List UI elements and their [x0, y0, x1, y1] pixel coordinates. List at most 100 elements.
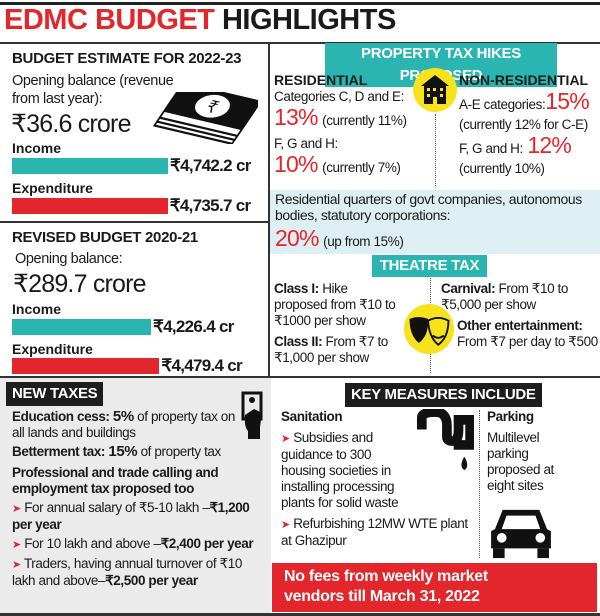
professional-tax-heading: Professional and trade calling and emplo… — [12, 465, 219, 496]
title-part2: HIGHLIGHTS — [221, 4, 396, 36]
class2-label: Class II: — [274, 334, 323, 349]
new-taxes-banner: NEW TAXES — [6, 382, 104, 406]
pipe-drip-icon — [416, 409, 474, 471]
new-tax-item: ➤ Traders, having annual turnover of ₹10… — [12, 556, 266, 589]
residential-cat2-note: (currently 7%) — [322, 160, 401, 175]
item-text: For 10 lakh and above – — [24, 536, 161, 551]
expenditure-value: ₹4,735.7 cr — [169, 196, 251, 215]
non-residential-cat2-label: F, G and H: — [459, 141, 523, 156]
betterment-tax-label: Betterment tax: — [12, 444, 106, 459]
arrow-icon: ➤ — [12, 539, 21, 551]
betterment-tax-text: of property tax — [140, 444, 222, 459]
expenditure-label: Expenditure — [12, 180, 93, 196]
income-bar — [12, 319, 152, 335]
divider — [0, 42, 600, 44]
dotted-divider — [435, 114, 436, 186]
item-text: Traders, having annual turnover of ₹10 l… — [12, 556, 242, 588]
item-amount: ₹2,400 per year — [160, 536, 254, 551]
title-part1: EDMC BUDGET — [4, 4, 215, 36]
non-residential-cat2-pct: 12% — [527, 132, 571, 158]
arrow-icon: ➤ — [281, 433, 290, 445]
opening-balance-value: ₹36.6 crore — [11, 110, 131, 138]
residential-column: RESIDENTIAL Categories C, D and E: 13% (… — [274, 72, 412, 180]
non-residential-cat1-pct: 15% — [545, 88, 589, 114]
theatre-masks-icon — [404, 304, 454, 354]
residential-cat2-pct: 10% — [274, 151, 318, 177]
theatre-left-column: Class I: Hike proposed from ₹10 to ₹1000… — [274, 281, 404, 366]
item-amount: ₹2,500 per year — [105, 573, 198, 588]
parking-column: Parking Multilevel parking proposed at e… — [487, 409, 592, 494]
residential-cat2-label: F, G and H: — [274, 136, 338, 151]
hand-bill-icon — [241, 391, 263, 439]
sanitation-item: ➤ Subsidies and guidance to 300 housing … — [281, 430, 474, 511]
opening-balance-label: Opening balance: — [15, 251, 123, 267]
residential-cat1-note: (currently 11%) — [322, 113, 407, 128]
other-entertainment-text: From ₹7 per day to ₹500 — [457, 334, 598, 349]
other-entertainment-label: Other entertainment: — [457, 318, 583, 333]
income-value: ₹4,226.4 cr — [153, 317, 234, 336]
new-tax-item: ➤ For 10 lakh and above –₹2,400 per year — [12, 536, 266, 553]
parking-text: Multilevel parking proposed at eight sit… — [487, 430, 554, 493]
residential-cat1-pct: 13% — [274, 104, 318, 130]
theatre-right-column: Carnival: From ₹10 to ₹5,000 per show Ot… — [441, 281, 600, 350]
building-icon — [413, 68, 457, 112]
market-vendors-text: No fees from weekly market vendors till … — [284, 568, 488, 605]
govt-quarters-text: Residential quarters of govt companies, … — [275, 191, 582, 223]
non-residential-cat1-note: (currently 12% for C-E) — [459, 117, 588, 132]
income-label: Income — [12, 301, 62, 317]
income-value: ₹4,742.2 cr — [170, 156, 251, 175]
key-measures-banner: KEY MEASURES INCLUDE — [345, 383, 542, 407]
top-rule — [0, 2, 600, 5]
betterment-tax-pct: 15% — [108, 443, 138, 460]
non-residential-heading: NON-RESIDENTIAL — [459, 72, 589, 88]
budget-estimate-heading: BUDGET ESTIMATE FOR 2022-23 — [12, 50, 242, 67]
carnival-label: Carnival: — [441, 281, 496, 296]
non-residential-cat2-note: (currently 10%) — [459, 161, 545, 176]
revised-budget-heading: REVISED BUDGET 2020-21 — [12, 229, 198, 246]
govt-note: (up from 15%) — [323, 234, 404, 249]
opening-balance-value: ₹289.7 crore — [13, 270, 147, 298]
item-text: Subsidies and guidance to 300 housing so… — [281, 430, 399, 510]
income-label: Income — [12, 140, 62, 156]
divider — [268, 42, 270, 376]
carnival-text: From ₹10 to ₹5,000 per show — [441, 281, 568, 312]
expenditure-value: ₹4,479.4 cr — [161, 356, 242, 375]
income-bar — [12, 158, 168, 174]
class1-text: Hike proposed from ₹10 to ₹1000 per show — [274, 281, 396, 328]
govt-quarters-box: Residential quarters of govt companies, … — [270, 190, 600, 254]
item-text: For annual salary of ₹5-10 lakh – — [24, 500, 210, 515]
dotted-divider — [479, 410, 480, 558]
opening-balance-label: Opening balance (revenue from last year)… — [12, 73, 174, 107]
education-cess-text: of property tax on all lands and buildin… — [12, 409, 236, 440]
market-vendors-box: No fees from weekly market vendors till … — [272, 563, 597, 612]
arrow-icon: ➤ — [12, 559, 21, 571]
theatre-tax-banner: THEATRE TAX — [372, 255, 487, 277]
expenditure-bar — [12, 198, 168, 214]
divider — [0, 376, 600, 378]
sanitation-heading: Sanitation — [281, 409, 343, 424]
sanitation-column: Sanitation ➤ Subsidies and guidance to 3… — [281, 409, 474, 549]
item-amount: ₹1,200 per year — [12, 500, 250, 532]
residential-heading: RESIDENTIAL — [274, 72, 368, 88]
class1-label: Class I: — [274, 281, 319, 296]
expenditure-bar — [12, 358, 160, 374]
new-taxes-column: Education cess: 5% of property tax on al… — [12, 391, 266, 589]
arrow-icon: ➤ — [281, 519, 290, 531]
arrow-icon: ➤ — [12, 503, 21, 515]
education-cess-label: Education cess: — [12, 409, 110, 424]
education-cess-pct: 5% — [112, 408, 134, 425]
page-title: EDMC BUDGET HIGHLIGHTS — [4, 4, 396, 37]
non-residential-cat1-label: A-E categories: — [459, 97, 546, 112]
item-text: Refurbishing 12MW WTE plant at Ghazipur — [281, 516, 468, 548]
non-residential-column: NON-RESIDENTIAL A-E categories:15% (curr… — [459, 72, 600, 177]
sanitation-item: ➤ Refurbishing 12MW WTE plant at Ghazipu… — [281, 516, 474, 549]
car-icon — [491, 509, 551, 559]
residential-cat1-label: Categories C, D and E: — [274, 89, 405, 104]
class2-text: From ₹7 to ₹1,000 per show — [274, 334, 388, 365]
expenditure-label: Expenditure — [12, 341, 93, 357]
bottom-rule — [0, 613, 600, 616]
new-tax-item: ➤ For annual salary of ₹5-10 lakh –₹1,20… — [12, 500, 266, 533]
divider — [0, 221, 268, 223]
govt-pct: 20% — [275, 225, 319, 251]
parking-heading: Parking — [487, 409, 534, 424]
